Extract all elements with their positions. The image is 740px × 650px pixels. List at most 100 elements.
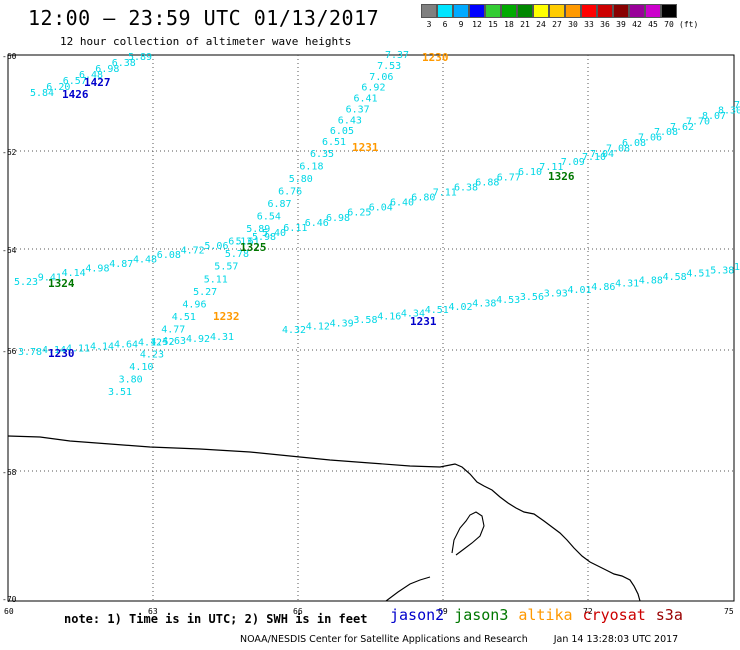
- swh-value: 6.88: [475, 177, 499, 188]
- legend-value: 24: [536, 20, 546, 29]
- lat-lon-grid: [8, 55, 734, 601]
- legend-swatch: [437, 4, 453, 18]
- swh-value: 7.37: [385, 50, 409, 61]
- swh-value: 4.63: [162, 336, 186, 347]
- pass-time-label: 1324: [48, 277, 75, 290]
- legend-swatch: [453, 4, 469, 18]
- swh-value: 6.41: [354, 94, 378, 105]
- swh-value: 6.38: [454, 182, 478, 193]
- lat-tick-label: -66: [2, 347, 17, 356]
- swh-value: 6.05: [330, 126, 354, 137]
- swh-value: 6.20: [46, 82, 70, 93]
- legend-labels: 3 6 9 12 15 18 21 24 27 30 33 36 39 42 45 70 (ft): [421, 20, 699, 29]
- track-altika-1230: 7.377.537.066.926.416.376.436.056.51 1230: [322, 50, 449, 148]
- swh-value: 4.48: [133, 255, 157, 266]
- swh-value: 4.64: [114, 340, 138, 351]
- swh-value: 7.06: [369, 72, 393, 83]
- swh-value: 4.87: [109, 259, 133, 270]
- swh-value: 6.38: [112, 58, 136, 69]
- lon-tick-label: 72: [583, 607, 593, 616]
- track-jason3-1324: 5.23 9.41 4.14 4.98 4.87 4.48 6.08 4.72 5.06 6.13…: [14, 232, 276, 290]
- swh-value: 4.01: [568, 285, 592, 296]
- pass-time-label: 1325: [240, 241, 267, 254]
- swh-value: 4.34: [401, 308, 425, 319]
- swh-value: 6.51: [322, 137, 346, 148]
- lon-tick-label: 60: [4, 607, 14, 616]
- swh-value: 6.80: [411, 193, 435, 204]
- swh-value: 6.13: [228, 237, 252, 248]
- lon-tick-label: 75: [724, 607, 734, 616]
- coastline: [7, 435, 641, 602]
- satellite-legend-altika: altika: [518, 606, 573, 624]
- legend-swatch: [469, 4, 485, 18]
- map-frame: [7, 54, 735, 602]
- swh-value: 5.11: [204, 274, 228, 285]
- swh-value: 4.14: [90, 341, 114, 352]
- lat-tick-label: -62: [2, 148, 17, 157]
- swh-value: 4.32: [282, 325, 306, 336]
- swh-value: 4.51: [686, 269, 710, 280]
- swh-value: 6.37: [346, 104, 370, 115]
- swh-value: 7: [734, 100, 740, 111]
- legend-value: 9: [458, 20, 464, 29]
- pass-time-label: 1326: [548, 170, 575, 183]
- swh-value: 7.53: [377, 61, 401, 72]
- legend-value: 21: [520, 20, 530, 29]
- swh-value: 3.93: [544, 289, 568, 300]
- swh-value: 7.08: [654, 127, 678, 138]
- legend-swatch: [517, 4, 533, 18]
- swh-value: 4.31: [210, 332, 234, 343]
- lat-tick-label: -70: [2, 595, 17, 604]
- swh-value: 4.86: [591, 282, 615, 293]
- legend-swatches: [421, 4, 699, 18]
- swh-value: 6.04: [369, 203, 393, 214]
- legend-swatch: [549, 4, 565, 18]
- swh-value: 6.54: [257, 212, 281, 223]
- satellite-legend-jason2: jason2: [390, 606, 445, 624]
- swh-value: 7.08: [606, 144, 630, 155]
- footer-credit: NOAA/NESDIS Center for Satellite Applica…: [240, 634, 678, 645]
- swh-value: 6.35: [310, 149, 334, 160]
- pass-time-label: 1230: [48, 347, 75, 360]
- swh-value: 8.30: [718, 105, 740, 116]
- pass-time-label: 1232: [213, 310, 240, 323]
- swh-value: 5.98: [252, 232, 276, 243]
- swh-value: 4.02: [449, 302, 473, 313]
- swh-value: 6.08: [622, 138, 646, 149]
- swh-value: 4.31: [615, 279, 639, 290]
- swh-value: 5.40: [262, 228, 286, 239]
- swh-value: 8.07: [702, 111, 726, 122]
- swh-value: 6.11: [283, 223, 307, 234]
- page-title: 12:00 – 23:59 UTC 01/13/2017: [28, 6, 380, 30]
- legend-swatch: [533, 4, 549, 18]
- swh-value: 3.51: [108, 387, 132, 398]
- swh-value: 6.98: [326, 213, 350, 224]
- track-altika-1232: 1232: [213, 310, 240, 323]
- swh-value: 4.51: [172, 312, 196, 323]
- swh-value: 5.78: [225, 249, 249, 260]
- legend-swatch: [421, 4, 437, 18]
- generated-time: Jan 14 13:28:03 UTC 2017: [553, 634, 679, 645]
- swh-value: 7.62: [670, 122, 694, 133]
- satellite-legend-jason3: jason3: [454, 606, 509, 624]
- swh-value: 3.78: [18, 347, 42, 358]
- swh-value: 4.11: [66, 343, 90, 354]
- swh-value: 5.06: [204, 241, 228, 252]
- track-jason3-1326: 7.047.086.087.067.087.627.708.078.307132…: [548, 100, 740, 183]
- swh-value: 6.57: [63, 76, 87, 87]
- antarctic-coastline: [7, 435, 641, 602]
- swh-value: 7.10: [582, 152, 606, 163]
- swh-value: 7.04: [590, 149, 614, 160]
- lon-tick-label: 63: [148, 607, 158, 616]
- swh-value: 4.53: [496, 295, 520, 306]
- swh-value: 6.92: [361, 83, 385, 94]
- swh-value: 6.77: [497, 172, 521, 183]
- legend-unit: (ft): [679, 20, 699, 29]
- swh-value: 4.14: [62, 268, 86, 279]
- legend-value: 39: [616, 20, 626, 29]
- legend-value: 15: [488, 20, 498, 29]
- swh-value: 7.11: [539, 162, 563, 173]
- lat-tick-label: -64: [2, 246, 17, 255]
